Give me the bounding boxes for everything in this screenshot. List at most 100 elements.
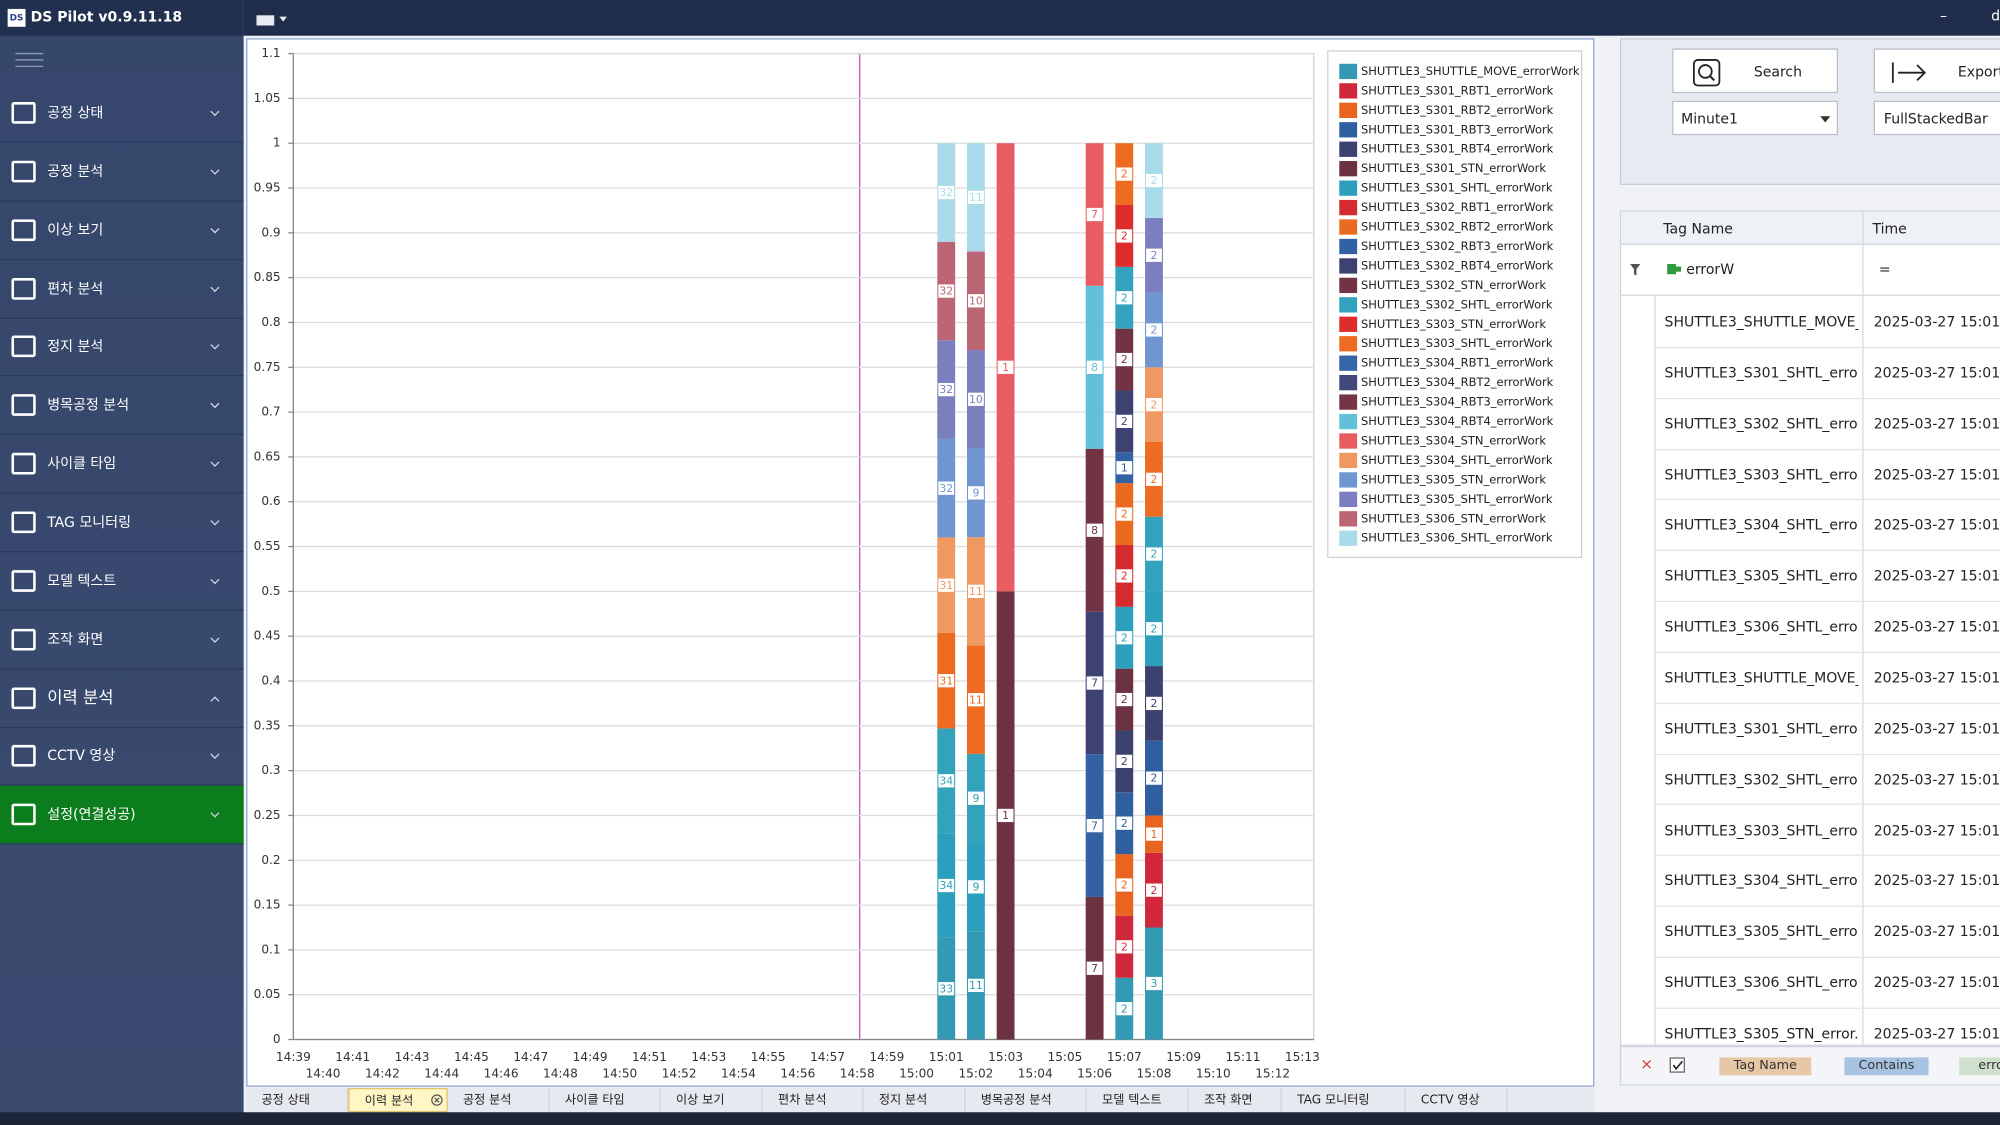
filter-checkbox[interactable]: [1669, 1057, 1685, 1073]
x-tick-label: 14:49: [573, 1050, 608, 1064]
export-button[interactable]: Export: [1873, 48, 2000, 94]
filter-chip[interactable]: Contains: [1844, 1057, 1929, 1076]
tab[interactable]: 공정 분석: [448, 1088, 550, 1113]
data-label: 2: [1121, 415, 1128, 428]
table-row[interactable]: SHUTTLE3_S306_SHTL_error... 2025-03-27 15…: [1654, 602, 2000, 653]
x-tick-label: 14:39: [276, 1050, 311, 1064]
search-button[interactable]: Search: [1672, 48, 1839, 94]
table-row[interactable]: SHUTTLE3_SHUTTLE_MOVE_... 2025-03-27 15:0…: [1654, 297, 2000, 349]
tag-name-cell: SHUTTLE3_S301_SHTL_error...: [1664, 364, 1859, 382]
tab[interactable]: 이상 보기: [661, 1088, 763, 1113]
table-row[interactable]: SHUTTLE3_S304_SHTL_error... 2025-03-27 15…: [1654, 856, 2000, 908]
view-icon[interactable]: [256, 13, 289, 26]
tab[interactable]: 정지 분석: [864, 1088, 966, 1113]
column-header[interactable]: Time: [1872, 220, 1907, 238]
menu-item[interactable]: TAG 모니터링: [0, 494, 244, 553]
time-cell: 2025-03-27 15:01...: [1873, 618, 2000, 636]
filter-chip[interactable]: erro: [1959, 1057, 2000, 1076]
legend-swatch: [1339, 413, 1358, 430]
tab[interactable]: 조작 화면: [1189, 1088, 1282, 1113]
tab[interactable]: CCTV 영상: [1406, 1088, 1508, 1113]
tab-close[interactable]: [431, 1094, 443, 1106]
data-label: 7: [1091, 819, 1098, 832]
table-row[interactable]: SHUTTLE3_SHUTTLE_MOVE_... 2025-03-27 15:0…: [1654, 653, 2000, 704]
table-row[interactable]: SHUTTLE3_S304_SHTL_error... 2025-03-27 15…: [1654, 500, 2000, 552]
window-text: d: [1991, 7, 2000, 25]
menu-item[interactable]: CCTV 영상: [0, 727, 244, 787]
legend-swatch: [1339, 102, 1358, 118]
time-cell: 2025-03-27 15:01...: [1873, 872, 2000, 890]
menu-chevron: [210, 165, 220, 175]
table-row[interactable]: SHUTTLE3_S302_SHTL_error... 2025-03-27 15…: [1654, 755, 2000, 806]
table-row[interactable]: SHUTTLE3_S303_SHTL_error... 2025-03-27 15…: [1654, 450, 2000, 501]
menu-item[interactable]: 설정(연결성공): [0, 785, 244, 845]
y-tick-label: 0.55: [254, 539, 281, 553]
table-row[interactable]: SHUTTLE3_S303_SHTL_error... 2025-03-27 15…: [1654, 805, 2000, 857]
tab[interactable]: 모델 텍스트: [1087, 1088, 1189, 1113]
clear-filter[interactable]: ×: [1640, 1054, 1654, 1073]
data-label: 2: [1121, 879, 1128, 892]
y-tick-label: 0.95: [254, 181, 281, 195]
data-label: 9: [972, 487, 979, 500]
menu-item[interactable]: 공정 분석: [0, 143, 244, 202]
tab[interactable]: 이력 분석: [348, 1088, 448, 1113]
legend-swatch: [1339, 63, 1358, 80]
menu-item[interactable]: 사이클 타임: [0, 435, 244, 494]
menu-item[interactable]: 이상 보기: [0, 201, 244, 260]
data-label: 8: [1091, 361, 1098, 374]
menu-toggle[interactable]: [15, 51, 44, 69]
data-label-box: [1145, 471, 1163, 487]
minimize-button[interactable]: –: [1940, 7, 1948, 25]
x-tick-label: 14:50: [602, 1066, 637, 1080]
time-cell: 2025-03-27 15:01...: [1873, 720, 2000, 737]
tab[interactable]: 편차 분석: [763, 1088, 864, 1113]
data-label: 10: [969, 294, 983, 307]
data-label-box: [1115, 753, 1133, 769]
table-row[interactable]: SHUTTLE3_S302_SHTL_error... 2025-03-27 15…: [1654, 399, 2000, 450]
filter-icon[interactable]: [1630, 264, 1641, 276]
data-label-box: [1145, 621, 1163, 637]
column-header[interactable]: Tag Name: [1663, 220, 1733, 238]
interval-dropdown[interactable]: Minute1: [1672, 100, 1839, 136]
menu-item[interactable]: 조작 화면: [0, 611, 244, 670]
data-label-box: [937, 981, 955, 997]
x-tick-label: 14:42: [365, 1066, 400, 1080]
x-tick-label: 14:48: [543, 1066, 578, 1080]
x-tick-label: 14:52: [662, 1066, 697, 1080]
x-tick-label: 14:45: [454, 1050, 489, 1064]
table-row[interactable]: SHUTTLE3_S305_STN_error... 2025-03-27 15:…: [1654, 1009, 2000, 1045]
tag-name-cell: SHUTTLE3_S306_SHTL_error...: [1664, 974, 1859, 992]
table-row[interactable]: SHUTTLE3_S305_SHTL_error... 2025-03-27 15…: [1654, 907, 2000, 958]
legend-label: SHUTTLE3_S304_RBT1_errorWork: [1361, 356, 1554, 370]
data-label-box: [937, 480, 955, 496]
tab[interactable]: 사이클 타임: [550, 1088, 661, 1113]
tab[interactable]: 병목공정 분석: [966, 1088, 1087, 1113]
menu-item[interactable]: 이력 분석: [0, 669, 244, 728]
menu-item[interactable]: 모델 텍스트: [0, 552, 244, 611]
menu-item[interactable]: 공정 상태: [0, 84, 244, 143]
x-tick-label: 14:59: [869, 1050, 904, 1064]
menu-item[interactable]: 편차 분석: [0, 260, 244, 319]
tab[interactable]: TAG 모니터링: [1282, 1088, 1406, 1113]
time-cell: 2025-03-27 15:01...: [1873, 364, 2000, 382]
table-row[interactable]: SHUTTLE3_S301_SHTL_error... 2025-03-27 15…: [1654, 704, 2000, 755]
x-tick-label: 15:00: [899, 1066, 934, 1080]
legend-swatch: [1339, 452, 1358, 469]
chart-type-dropdown[interactable]: FullStackedBar: [1873, 100, 2000, 136]
menu-item[interactable]: 병목공정 분석: [0, 377, 244, 436]
legend-swatch: [1339, 336, 1358, 352]
tab[interactable]: 공정 상태: [246, 1088, 349, 1113]
table-row[interactable]: SHUTTLE3_S306_SHTL_error... 2025-03-27 15…: [1654, 958, 2000, 1009]
x-tick-label: 14:40: [306, 1066, 341, 1080]
x-tick-label: 15:08: [1137, 1066, 1172, 1080]
filter-operator[interactable]: =: [1878, 261, 1891, 279]
table-row[interactable]: SHUTTLE3_S301_SHTL_error... 2025-03-27 15…: [1654, 348, 2000, 399]
menu-chevron: [210, 457, 220, 468]
data-label: 7: [1091, 677, 1098, 690]
filter-chip[interactable]: Tag Name: [1719, 1057, 1812, 1076]
data-label-box: [1115, 815, 1133, 831]
menu-item[interactable]: 정지 분석: [0, 318, 244, 377]
tag-name-cell: SHUTTLE3_S304_SHTL_error...: [1664, 517, 1859, 534]
table-row[interactable]: SHUTTLE3_S305_SHTL_error... 2025-03-27 15…: [1654, 551, 2000, 603]
filter-value[interactable]: errorW: [1686, 261, 1735, 279]
